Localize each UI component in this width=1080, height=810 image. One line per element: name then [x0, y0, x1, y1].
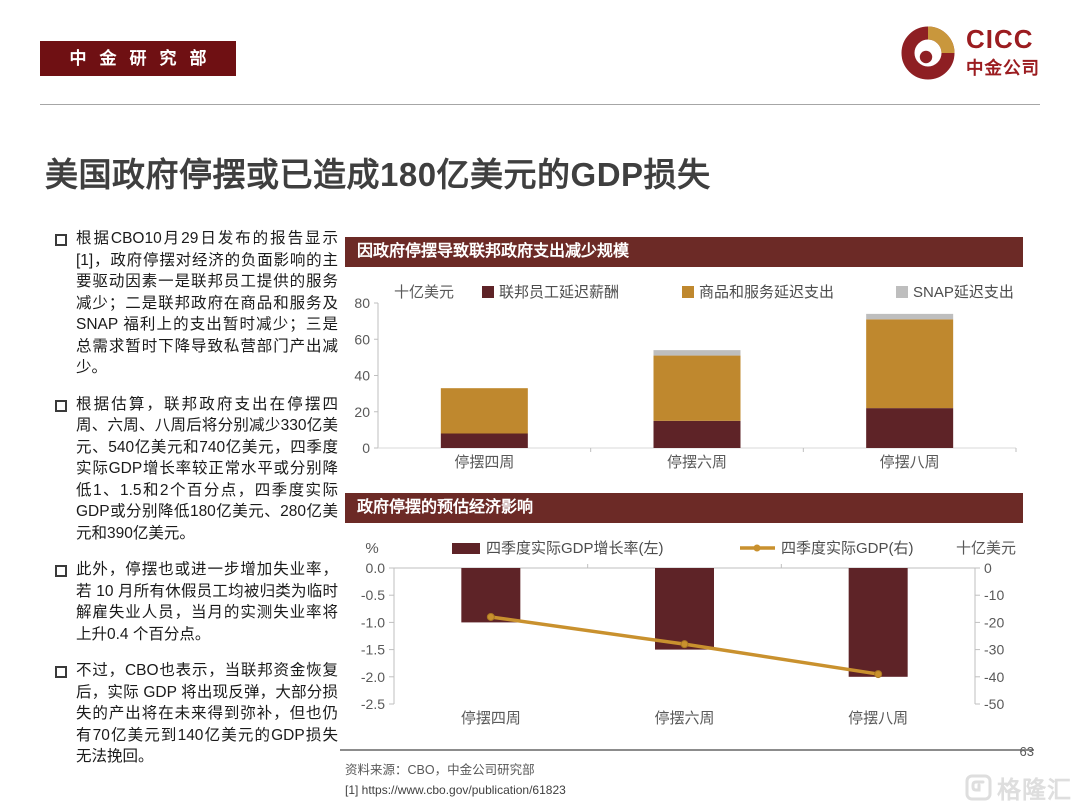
- page-title: 美国政府停摆或已造成180亿美元的GDP损失: [45, 156, 711, 193]
- bar-segment: [653, 355, 741, 421]
- legend-label: SNAP延迟支出: [913, 284, 1014, 301]
- chart2-right-unit: 十亿美元: [956, 540, 1016, 557]
- y-tick-label: 60: [354, 331, 370, 347]
- logo-name-cn: 中金公司: [966, 58, 1040, 78]
- left-tick-label: -1.0: [361, 614, 385, 630]
- legend-swatch-icon: [682, 286, 694, 298]
- category-label: 停摆四周: [461, 710, 521, 727]
- bullet-item: 不过，CBO也表示，当联邦资金恢复后，实际 GDP 将出现反弹，大部分损失的产出…: [55, 660, 338, 768]
- chart2-panel: 政府停摆的预估经济影响 % 四季度实际GDP增长率(左) 四季度实际GDP(右) 十亿…: [345, 493, 1023, 733]
- bar-segment: [440, 388, 528, 434]
- category-label: 停摆四周: [454, 454, 514, 471]
- bullet-square-icon: [55, 666, 67, 678]
- right-tick-label: -40: [984, 669, 1004, 685]
- y-tick-label: 80: [354, 295, 370, 311]
- legend-label: 商品和服务延迟支出: [699, 284, 834, 301]
- y-tick-label: 40: [354, 368, 370, 384]
- left-tick-label: -2.5: [361, 696, 385, 712]
- y-tick-label: 0: [362, 440, 370, 456]
- right-tick-label: -20: [984, 614, 1004, 630]
- chart1-panel: 因政府停摆导致联邦政府支出减少规模 十亿美元 联邦员工延迟薪酬 商品和服务延迟支出 S…: [345, 237, 1023, 482]
- line-point-marker: [486, 612, 495, 621]
- cicc-logo-icon: [901, 26, 955, 80]
- bullet-item: 根据CBO10月29日发布的报告显示[1]，政府停摆对经济的负面影响的主要驱动因…: [55, 228, 338, 379]
- cicc-logo: CICC 中金公司: [901, 26, 1040, 80]
- bullet-square-icon: [55, 565, 67, 577]
- category-label: 停摆六周: [667, 454, 727, 471]
- source-text: 资料来源：CBO，中金公司研究部: [345, 763, 535, 777]
- legend-swatch-icon: [896, 286, 908, 298]
- bullet-text: 不过，CBO也表示，当联邦资金恢复后，实际 GDP 将出现反弹，大部分损失的产出…: [76, 662, 338, 765]
- bullet-text: 根据CBO10月29日发布的报告显示[1]，政府停摆对经济的负面影响的主要驱动因…: [76, 230, 338, 376]
- bar-segment: [866, 319, 954, 409]
- watermark-text: 格隆汇: [997, 777, 1072, 804]
- source-divider: [340, 749, 1034, 751]
- legend-label: 四季度实际GDP(右): [781, 540, 914, 557]
- charts-column: 因政府停摆导致联邦政府支出减少规模 十亿美元 联邦员工延迟薪酬 商品和服务延迟支出 S…: [340, 237, 1034, 797]
- economic-impact-chart: % 四季度实际GDP增长率(左) 四季度实际GDP(右) 十亿美元 0.0 -0.5 -1.…: [361, 540, 1016, 727]
- cicc-logo-text: CICC 中金公司: [966, 26, 1040, 80]
- bullet-text: 此外，停摆也或进一步增加失业率，若 10 月所有休假员工均被归类为临时解雇失业人…: [76, 561, 338, 643]
- gdp-growth-bar: [655, 568, 714, 650]
- line-point-marker: [680, 640, 689, 649]
- chart1-title: 因政府停摆导致联邦政府支出减少规模: [345, 237, 1023, 267]
- legend-swatch-icon: [482, 286, 494, 298]
- legend-line-marker-icon: [753, 544, 761, 552]
- bar-segment: [653, 420, 741, 448]
- chart2-title: 政府停摆的预估经济影响: [345, 493, 1023, 523]
- header-divider: [40, 104, 1040, 105]
- gdp-growth-bar: [848, 568, 908, 677]
- y-tick-label: 20: [354, 404, 370, 420]
- right-tick-label: 0: [984, 560, 992, 576]
- bullet-square-icon: [55, 234, 67, 246]
- left-tick-label: 0.0: [366, 560, 386, 576]
- legend-swatch-icon: [452, 543, 480, 554]
- line-point-marker: [874, 670, 883, 679]
- right-tick-label: -10: [984, 587, 1004, 603]
- bullet-item: 根据估算，联邦政府支出在停摆四周、六周、八周后将分别减少330亿美元、540亿美…: [55, 394, 338, 545]
- left-tick-label: -0.5: [361, 587, 385, 603]
- category-label: 停摆八周: [880, 454, 940, 471]
- department-badge: 中金研究部: [40, 41, 236, 76]
- chart1-unit-label: 十亿美元: [394, 284, 454, 301]
- chart2-left-unit: %: [365, 540, 378, 557]
- legend-label: 四季度实际GDP增长率(左): [486, 540, 664, 557]
- category-label: 停摆六周: [654, 710, 714, 727]
- bar-segment: [653, 350, 741, 356]
- bullet-list: 根据CBO10月29日发布的报告显示[1]，政府停摆对经济的负面影响的主要驱动因…: [55, 228, 338, 783]
- page-number: 63: [1019, 744, 1034, 759]
- bullet-item: 此外，停摆也或进一步增加失业率，若 10 月所有休假员工均被归类为临时解雇失业人…: [55, 559, 338, 645]
- logo-name-en: CICC: [966, 24, 1034, 54]
- watermark: 格隆汇: [965, 770, 1072, 805]
- legend-label: 联邦员工延迟薪酬: [499, 284, 619, 301]
- bar-segment: [866, 408, 954, 448]
- left-tick-label: -2.0: [361, 669, 385, 685]
- right-tick-label: -30: [984, 642, 1004, 658]
- reference-link: [1] https://www.cbo.gov/publication/6182…: [345, 783, 566, 797]
- spending-reduction-chart: 十亿美元 联邦员工延迟薪酬 商品和服务延迟支出 SNAP延迟支出 0 20 40 60 80 停摆…: [354, 284, 1017, 471]
- bullet-square-icon: [55, 399, 67, 412]
- bar-segment: [866, 313, 954, 320]
- left-tick-label: -1.5: [361, 642, 385, 658]
- category-label: 停摆八周: [848, 710, 908, 727]
- bar-segment: [440, 433, 528, 448]
- right-tick-label: -50: [984, 696, 1004, 712]
- gelonghui-icon: [965, 774, 992, 801]
- bullet-text: 根据估算，联邦政府支出在停摆四周、六周、八周后将分别减少330亿美元、540亿美…: [76, 395, 338, 542]
